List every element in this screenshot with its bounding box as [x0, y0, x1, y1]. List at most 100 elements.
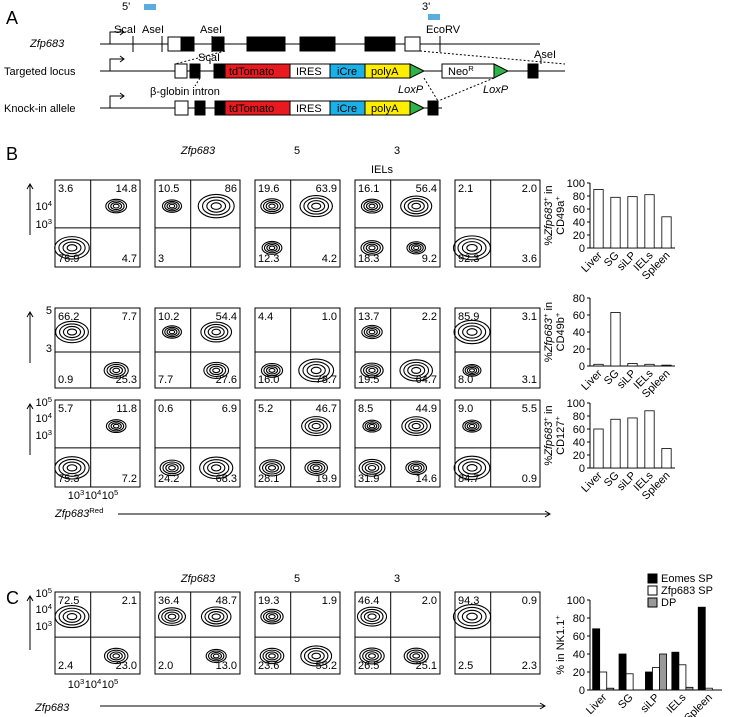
- contour: [58, 458, 86, 477]
- bar: [678, 664, 687, 691]
- contour: [457, 322, 487, 342]
- text-part: 10: [35, 219, 47, 231]
- bar: [671, 651, 680, 691]
- plot-frame: [54, 399, 141, 488]
- quadrant-value: 26.5: [358, 660, 379, 672]
- contour: [362, 419, 382, 433]
- contour: [303, 197, 330, 215]
- contour: [365, 243, 379, 253]
- quadrant-value: 2.5: [458, 660, 473, 672]
- contour: [66, 244, 78, 252]
- contour: [62, 325, 82, 339]
- neo-sup: R: [468, 64, 474, 73]
- plot-frame: [254, 399, 341, 488]
- bar: [652, 667, 660, 691]
- contour: [368, 329, 376, 335]
- y-tick-label: 103: [35, 217, 52, 232]
- contour: [360, 608, 384, 625]
- quadrant-value: 10.2: [158, 311, 179, 323]
- y-axis-arrow: [26, 311, 34, 363]
- bar: [593, 363, 604, 367]
- site-label: AseI: [534, 49, 556, 61]
- text-part: 10: [35, 201, 47, 213]
- x-tick-label: 105: [102, 677, 119, 692]
- y-tick-label: 0: [579, 685, 585, 697]
- text-part: 3: [48, 428, 52, 437]
- contour: [105, 198, 128, 214]
- quadrant-value: 56.4: [416, 183, 437, 195]
- contour: [361, 324, 383, 340]
- contour: [105, 419, 127, 434]
- contour: [403, 197, 429, 215]
- exon: [189, 63, 201, 79]
- y-tick-label: 104: [35, 602, 52, 617]
- y-tick-label: 80: [573, 613, 585, 625]
- contour: [363, 326, 381, 338]
- y-axis-label: CD49a+: [553, 196, 568, 235]
- text-part: 10: [102, 679, 114, 691]
- y-tick-label: 100: [567, 595, 585, 607]
- plot-frame: [54, 307, 141, 389]
- y-tick-label: 0: [579, 361, 585, 373]
- text-part: 3: [48, 217, 52, 226]
- y-tick-label: 60: [573, 424, 585, 436]
- exon: [194, 100, 206, 116]
- probe: [428, 14, 440, 20]
- y-axis-label: % in NK1.1+: [553, 615, 568, 675]
- quadrant-value: 72.5: [58, 595, 79, 607]
- contour: [265, 366, 279, 375]
- contour: [106, 363, 126, 377]
- contour: [268, 653, 276, 659]
- contour: [452, 603, 492, 630]
- text-part: Zfp683: [543, 317, 555, 353]
- plot-frame: [454, 399, 541, 488]
- column-header: Zfp683: [180, 145, 216, 157]
- contour: [464, 365, 480, 376]
- quadrant-value: 78.7: [316, 374, 337, 386]
- gene-label: Zfp683: [29, 38, 65, 50]
- y-tick-label: 40: [573, 327, 585, 339]
- plot-frame: [254, 591, 341, 675]
- contour: [311, 202, 322, 210]
- quadrant-value: 7.7: [158, 374, 173, 386]
- promoter-arrow: [109, 92, 125, 108]
- text-part: 5: [48, 586, 52, 595]
- contour: [66, 464, 78, 472]
- contour: [413, 245, 420, 251]
- contour: [453, 455, 491, 481]
- contour: [466, 243, 478, 252]
- plot-frame: [354, 307, 441, 389]
- y-axis-label: %Zfp683+ in: [541, 302, 556, 362]
- bar: [645, 671, 653, 691]
- contour: [62, 461, 82, 475]
- contour: [262, 649, 282, 663]
- legend-label: DP: [661, 597, 676, 609]
- quadrant-value: 31.9: [358, 473, 379, 485]
- column-header: 3: [394, 573, 400, 585]
- contour: [466, 328, 478, 336]
- quadrant-value: 46.4: [358, 595, 379, 607]
- quadrant-value: 54.4: [216, 311, 237, 323]
- contour: [368, 423, 376, 429]
- x-axis-label: Zfp683: [34, 702, 70, 714]
- loxp-site: [409, 63, 426, 79]
- contour: [62, 241, 82, 255]
- exon: [181, 36, 195, 52]
- contour: [452, 235, 492, 261]
- contour: [360, 198, 384, 214]
- text-part: 4: [97, 488, 102, 497]
- contour: [168, 203, 176, 209]
- quadrant-value: 2.0: [422, 595, 437, 607]
- contour: [299, 195, 333, 218]
- contour: [409, 651, 423, 661]
- text-part: 10: [68, 490, 80, 502]
- contour: [365, 201, 379, 211]
- text-part: 5: [46, 305, 52, 317]
- contour: [66, 328, 78, 336]
- contour: [262, 200, 282, 213]
- quadrant-value: 10.5: [158, 183, 179, 195]
- contour: [204, 323, 229, 341]
- quadrant-value: 2.0: [522, 183, 537, 195]
- text-part: 5: [48, 395, 52, 404]
- quadrant-value: 76.9: [58, 253, 79, 265]
